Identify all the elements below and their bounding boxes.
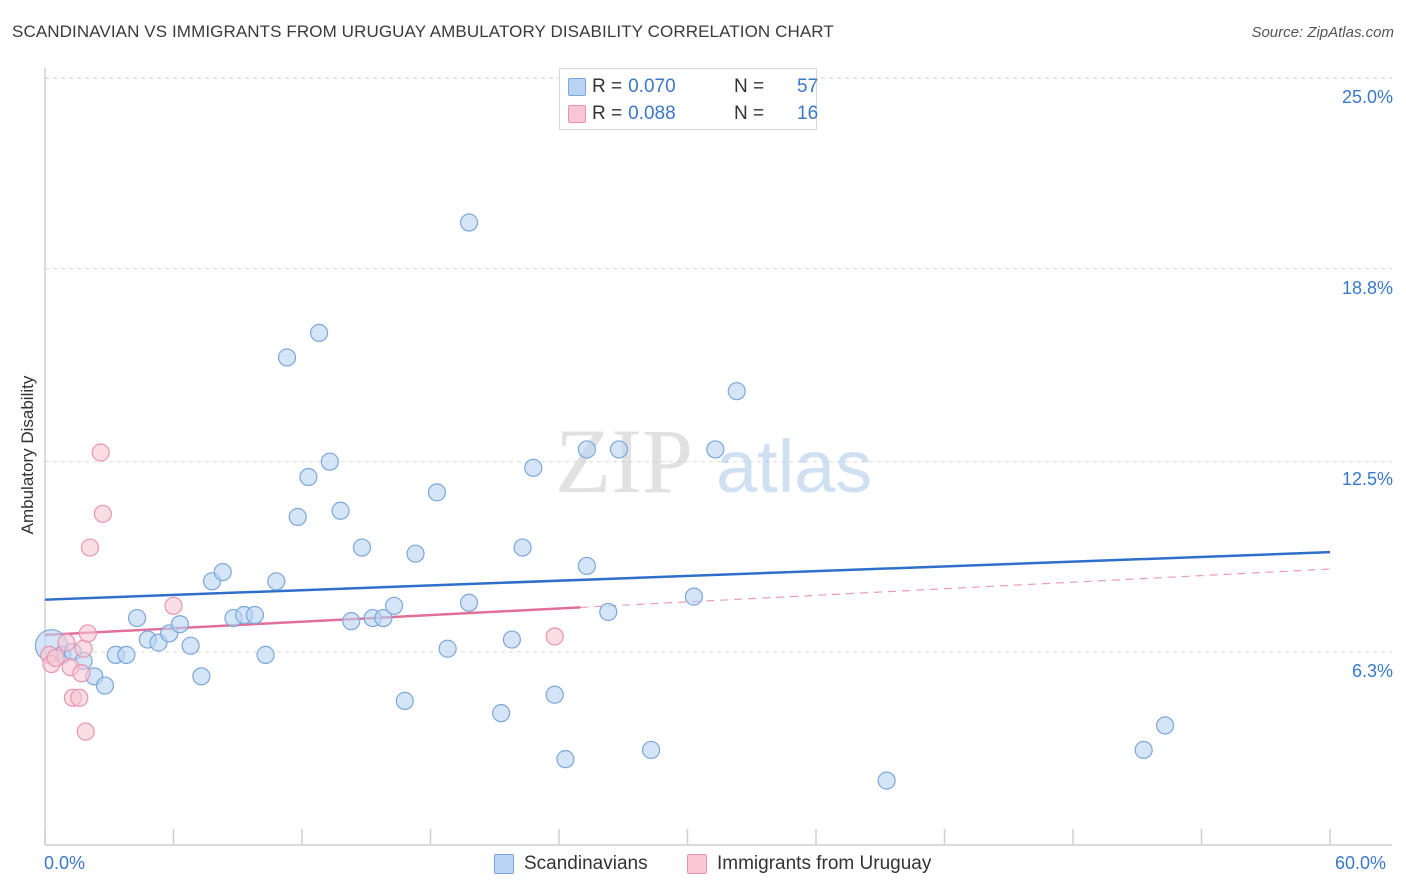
data-point <box>395 691 414 710</box>
data-point <box>545 685 564 704</box>
data-point <box>76 722 95 741</box>
trend-lines <box>44 550 1331 637</box>
n-value: 57 <box>797 76 819 97</box>
data-point <box>513 538 532 557</box>
y-tick-label-6-3: 6.3% <box>1351 661 1393 681</box>
y-tick-label-25-0: 25.0% <box>1341 87 1393 107</box>
data-point <box>170 615 190 634</box>
data-point <box>877 771 896 790</box>
data-point <box>684 587 704 606</box>
pink-swatch-icon <box>687 854 707 874</box>
data-point <box>80 538 100 557</box>
n-label: N = <box>734 103 765 124</box>
trend-line <box>44 606 581 637</box>
data-point <box>706 440 725 459</box>
y-axis-label: Ambulatory Disability <box>18 375 37 535</box>
data-point <box>577 440 596 459</box>
data-point <box>245 605 264 625</box>
r-value: 0.088 <box>628 103 676 124</box>
data-point <box>727 382 746 401</box>
data-point <box>164 596 183 615</box>
data-point <box>267 572 286 591</box>
data-point <box>331 501 350 520</box>
data-point <box>524 458 543 477</box>
data-point <box>427 483 447 502</box>
data-point <box>127 608 147 628</box>
y-tick-label-12-5: 12.5% <box>1341 469 1393 489</box>
r-value: 0.070 <box>628 76 676 97</box>
n-value: 16 <box>797 103 819 124</box>
legend-label: Scandinavians <box>524 853 648 874</box>
pink-swatch-icon <box>568 105 586 123</box>
data-point <box>57 633 76 652</box>
stats-legend: R = 0.070 N = 57 R = 0.088 N = 16 <box>559 68 818 130</box>
watermark-zip: ZIP <box>555 410 693 512</box>
data-point <box>577 556 596 576</box>
data-point <box>93 504 112 523</box>
data-point <box>74 639 93 658</box>
data-point <box>78 624 97 643</box>
data-point <box>310 323 329 343</box>
source-label: Source: ZipAtlas.com <box>1251 24 1394 41</box>
data-points <box>34 84 1175 790</box>
data-point <box>556 750 575 769</box>
chart-title: SCANDINAVIAN VS IMMIGRANTS FROM URUGUAY … <box>12 22 834 41</box>
data-point <box>459 213 479 232</box>
data-point <box>299 467 318 487</box>
data-point <box>374 608 393 628</box>
legend-item-scandinavians: Scandinavians <box>494 851 648 877</box>
data-point <box>256 645 275 664</box>
data-point <box>599 602 618 622</box>
data-point <box>1155 716 1175 735</box>
trend-line <box>44 550 1331 601</box>
data-point <box>70 688 89 707</box>
data-point <box>320 452 339 471</box>
watermark-atlas: atlas <box>716 425 872 508</box>
data-point <box>545 627 564 646</box>
n-label: N = <box>734 76 765 97</box>
data-point <box>213 562 232 582</box>
data-point <box>459 593 479 612</box>
blue-swatch-icon <box>568 78 586 96</box>
data-point <box>192 667 211 686</box>
r-label: R = <box>592 103 623 124</box>
legend-label: Immigrants from Uruguay <box>717 853 932 874</box>
data-point <box>91 443 110 462</box>
data-point <box>609 440 629 459</box>
y-tick-label-18-8: 18.8% <box>1341 278 1393 298</box>
blue-swatch-icon <box>494 854 514 874</box>
data-point <box>492 704 511 723</box>
data-point <box>438 639 457 658</box>
data-point <box>181 636 200 655</box>
gridlines <box>45 77 1392 653</box>
data-point <box>72 664 91 683</box>
data-point <box>502 630 521 649</box>
data-point <box>384 596 404 615</box>
r-label: R = <box>592 76 623 97</box>
data-point <box>1134 740 1153 760</box>
axes <box>44 68 1392 846</box>
data-point <box>352 538 372 557</box>
data-point <box>277 348 297 367</box>
data-point <box>288 507 307 526</box>
data-point <box>406 544 425 563</box>
data-point <box>95 676 115 695</box>
legend-row-scandinavians: R = 0.070 N = 57 <box>568 74 818 100</box>
data-point <box>342 612 361 631</box>
x-tick-label-min: 0.0% <box>44 853 86 873</box>
data-point <box>46 648 65 668</box>
legend-item-uruguay: Immigrants from Uruguay <box>687 851 931 877</box>
data-point <box>117 645 136 664</box>
data-point <box>641 740 661 760</box>
legend-row-uruguay: R = 0.088 N = 16 <box>568 101 818 127</box>
x-tick-label-max: 60.0% <box>1335 853 1387 873</box>
